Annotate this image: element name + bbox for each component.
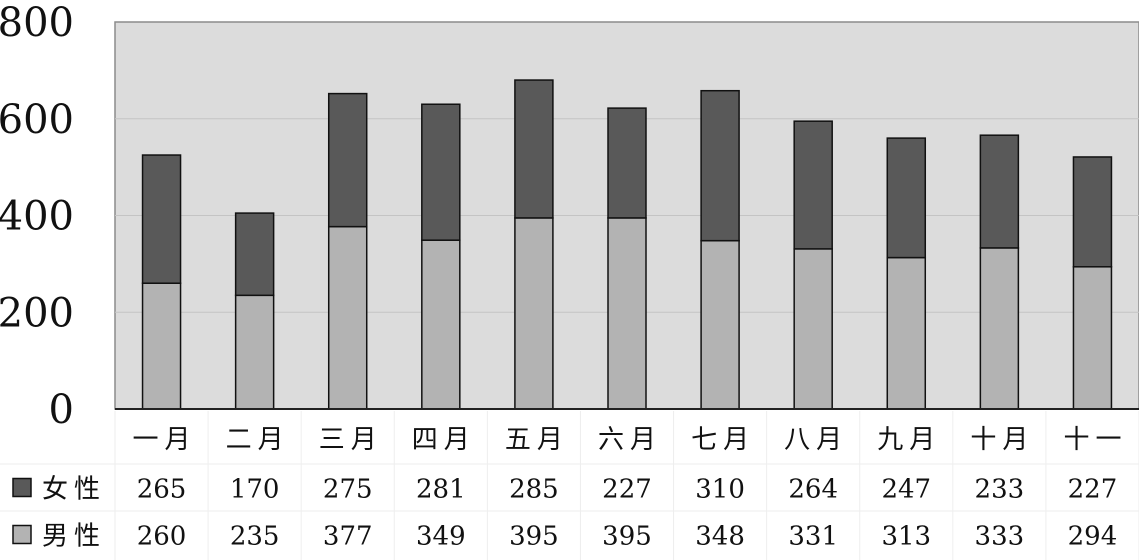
data-table-value: 227 bbox=[602, 475, 652, 505]
bar-segment bbox=[141, 282, 182, 410]
x-tick-label: 三月 bbox=[319, 425, 383, 455]
x-tick-label: 六月 bbox=[598, 425, 662, 455]
bar-segment bbox=[886, 256, 927, 410]
y-tick-label: 600 bbox=[0, 97, 74, 143]
data-table-value: 227 bbox=[1068, 475, 1118, 505]
data-table-value: 285 bbox=[509, 475, 559, 505]
data-table-value: 333 bbox=[975, 522, 1025, 552]
data-table-value: 233 bbox=[975, 475, 1025, 505]
data-table-value: 395 bbox=[509, 522, 559, 552]
y-tick-label: 200 bbox=[0, 290, 74, 336]
x-tick-label: 四月 bbox=[412, 425, 476, 455]
data-table-value: 331 bbox=[788, 522, 838, 552]
legend-swatch bbox=[12, 477, 32, 498]
data-table-value: 260 bbox=[137, 522, 187, 552]
bar-segment bbox=[979, 134, 1020, 249]
bar-segment bbox=[327, 225, 368, 410]
legend-swatch bbox=[12, 524, 32, 545]
data-table-value: 348 bbox=[695, 522, 745, 552]
bar-segment bbox=[607, 107, 647, 219]
x-tick-label: 二月 bbox=[226, 425, 290, 455]
bar-segment bbox=[514, 217, 554, 410]
x-tick-label: 八月 bbox=[784, 425, 848, 455]
data-table-value: 377 bbox=[323, 522, 373, 552]
x-tick-label: 十一 bbox=[1063, 425, 1127, 455]
bars bbox=[141, 79, 1113, 410]
y-axis-ticks: 0 200 400 600 800 bbox=[0, 0, 74, 433]
x-tick-label: 七月 bbox=[691, 425, 755, 455]
data-table-value: 265 bbox=[137, 475, 187, 505]
x-axis-labels: 一月 二月 三月 四月 五月 六月 七月 八月 九月 十月 十一 bbox=[133, 425, 1127, 455]
bar-segment bbox=[793, 120, 833, 250]
data-table-value: 275 bbox=[323, 475, 373, 505]
bar-segment bbox=[979, 247, 1020, 410]
data-table-value: 310 bbox=[695, 475, 745, 505]
bar-segment bbox=[141, 154, 182, 284]
data-table-value: 247 bbox=[881, 475, 931, 505]
x-tick-label: 五月 bbox=[505, 425, 569, 455]
data-table-value: 349 bbox=[416, 522, 466, 552]
bar-segment bbox=[234, 212, 275, 297]
bar-segment bbox=[886, 137, 927, 259]
data-table-value: 281 bbox=[416, 475, 466, 505]
bar-segment bbox=[421, 103, 461, 241]
y-tick-label: 400 bbox=[0, 194, 74, 240]
data-table-value: 395 bbox=[602, 522, 652, 552]
bar-segment bbox=[700, 89, 740, 242]
bar-segment bbox=[793, 248, 833, 410]
bar-segment bbox=[234, 294, 275, 410]
legend-label: 男性 bbox=[42, 522, 106, 552]
data-table-value: 170 bbox=[230, 475, 280, 505]
data-table: 女性 265 170 275 281 285 227 310 264 247 233 227 男性 260… bbox=[0, 411, 1139, 560]
x-tick-label: 九月 bbox=[877, 425, 941, 455]
data-table-value: 264 bbox=[788, 475, 838, 505]
bar-segment bbox=[1072, 266, 1113, 410]
data-table-value: 313 bbox=[881, 522, 931, 552]
bar-segment bbox=[607, 217, 647, 410]
legend-label: 女性 bbox=[42, 475, 106, 505]
bar-segment bbox=[327, 92, 368, 228]
data-table-value: 235 bbox=[230, 522, 280, 552]
bar-segment bbox=[514, 79, 554, 219]
bar-segment bbox=[1072, 156, 1113, 268]
y-tick-label: 800 bbox=[0, 0, 74, 46]
data-table-value: 294 bbox=[1068, 522, 1118, 552]
y-tick-label: 0 bbox=[49, 387, 74, 433]
bar-segment bbox=[421, 239, 461, 410]
x-tick-label: 一月 bbox=[133, 425, 197, 455]
x-tick-label: 十月 bbox=[970, 425, 1034, 455]
bar-segment bbox=[700, 239, 740, 410]
